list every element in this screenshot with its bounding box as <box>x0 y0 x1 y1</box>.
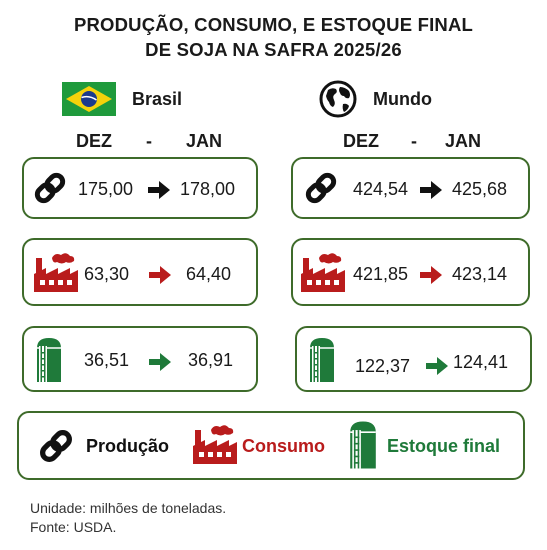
value-jan: 124,41 <box>453 352 509 372</box>
silo-icon <box>34 336 64 384</box>
value-dez: 424,54 <box>353 179 409 199</box>
column-header-mundo: DEZ - JAN <box>343 129 481 153</box>
value-jan: 425,68 <box>452 179 508 199</box>
column-from: DEZ <box>76 130 112 151</box>
silo-icon <box>347 419 379 471</box>
value-dez: 36,51 <box>84 350 130 370</box>
column-from: DEZ <box>343 130 379 151</box>
globe-icon <box>319 80 357 118</box>
legend-label-estoque: Estoque final <box>387 436 501 456</box>
chain-link-icon <box>303 170 339 206</box>
column-header-brasil: DEZ - JAN <box>76 129 222 153</box>
card-estoque-brasil: 36,51 36,91 <box>22 326 258 392</box>
card-producao-mundo: 424,54 425,68 <box>291 157 530 219</box>
region-brasil: Brasil <box>62 82 182 116</box>
value-dez: 122,37 <box>355 356 411 376</box>
arrow-right-icon <box>149 266 171 284</box>
value-dez: 421,85 <box>353 264 409 284</box>
arrow-right-icon <box>420 266 442 284</box>
factory-icon <box>299 252 347 294</box>
footer-unit: Unidade: milhões de toneladas. <box>30 500 227 516</box>
card-producao-brasil: 175,00 178,00 <box>22 157 258 219</box>
column-sep: - <box>411 130 417 151</box>
value-jan: 36,91 <box>188 350 234 370</box>
page-title-line2: DE SOJA NA SAFRA 2025/26 <box>145 39 402 60</box>
legend-label-producao: Produção <box>86 436 170 456</box>
factory-icon <box>32 252 80 294</box>
arrow-right-icon <box>420 181 442 199</box>
column-to: JAN <box>186 130 223 151</box>
region-label-brasil: Brasil <box>132 88 183 109</box>
legend: Produção Consumo Estoque final <box>17 411 525 480</box>
column-to: JAN <box>445 130 482 151</box>
value-jan: 64,40 <box>186 264 232 284</box>
value-dez: 63,30 <box>84 264 130 284</box>
arrow-right-icon <box>148 181 170 199</box>
factory-icon <box>191 423 239 467</box>
value-jan: 178,00 <box>180 179 236 199</box>
chain-link-icon <box>32 170 68 206</box>
value-dez: 175,00 <box>78 179 134 199</box>
chain-link-icon <box>37 427 75 465</box>
footer-source: Fonte: USDA. <box>30 519 117 535</box>
card-consumo-brasil: 63,30 64,40 <box>22 238 258 306</box>
silo-icon <box>307 336 337 384</box>
region-label-mundo: Mundo <box>373 88 432 109</box>
card-consumo-mundo: 421,85 423,14 <box>291 238 530 306</box>
page-title-line1: PRODUÇÃO, CONSUMO, E ESTOQUE FINAL <box>73 14 474 35</box>
arrow-right-icon <box>426 357 448 375</box>
region-mundo: Mundo <box>319 80 432 118</box>
legend-label-consumo: Consumo <box>242 436 325 456</box>
value-jan: 423,14 <box>452 264 508 284</box>
brazil-flag-icon <box>62 82 116 116</box>
arrow-right-icon <box>149 353 171 371</box>
card-estoque-mundo: 122,37 124,41 <box>295 326 532 392</box>
column-sep: - <box>146 130 152 151</box>
